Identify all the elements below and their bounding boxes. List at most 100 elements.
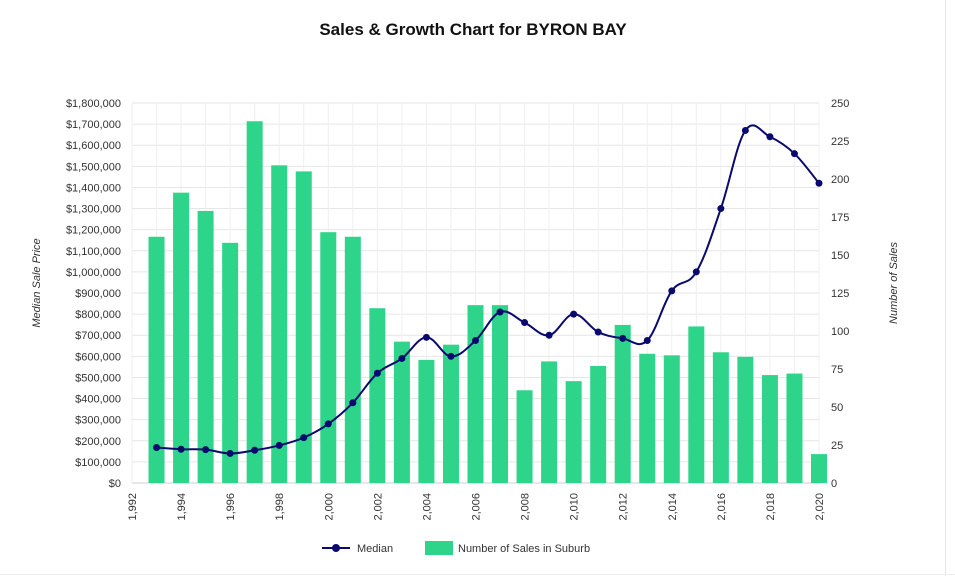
median-point-2010 bbox=[570, 310, 578, 318]
median-point-2011 bbox=[594, 328, 602, 336]
x-tick-label: 2,018 bbox=[765, 493, 777, 521]
y-left-tick-label: $1,400,000 bbox=[66, 182, 121, 194]
y-left-tick-label: $1,700,000 bbox=[66, 119, 121, 131]
x-axis-ticks: 1,992 1,994 1,996 1,998 2,000 2,002 2,004 2,006… bbox=[127, 493, 826, 521]
x-tick-label: 2,012 bbox=[618, 493, 630, 521]
bar-2010 bbox=[565, 381, 582, 483]
median-point-2014 bbox=[668, 287, 676, 295]
median-point-2013 bbox=[643, 337, 651, 344]
y-right-tick-label: 250 bbox=[831, 98, 849, 110]
y-right-tick-label: 75 bbox=[831, 364, 843, 376]
median-point-2006 bbox=[472, 337, 479, 344]
y-right-tick-label: 225 bbox=[831, 136, 849, 148]
legend-sales-swatch bbox=[425, 541, 453, 555]
y-left-tick-label: $200,000 bbox=[75, 436, 121, 448]
x-tick-label: 1,998 bbox=[274, 493, 286, 521]
bar-2001 bbox=[344, 236, 361, 483]
y-left-tick-label: $1,100,000 bbox=[66, 246, 121, 258]
chart-title: Sales & Growth Chart for BYRON BAY bbox=[319, 20, 627, 39]
bar-2015 bbox=[688, 326, 705, 483]
x-tick-label: 2,010 bbox=[569, 493, 581, 521]
y-left-tick-label: $900,000 bbox=[75, 288, 121, 300]
bar-2013 bbox=[639, 353, 656, 483]
bar-2000 bbox=[320, 232, 337, 483]
x-tick-label: 2,000 bbox=[323, 493, 335, 521]
y-right-tick-label: 25 bbox=[831, 440, 843, 452]
y-left-tick-label: $500,000 bbox=[75, 372, 121, 384]
bar-2007 bbox=[492, 305, 509, 483]
y-left-tick-label: $700,000 bbox=[75, 330, 121, 342]
bar-2003 bbox=[393, 341, 410, 483]
bar-2016 bbox=[712, 352, 729, 483]
bar-2017 bbox=[737, 356, 754, 483]
median-point-2008 bbox=[521, 319, 529, 327]
x-tick-label: 1,992 bbox=[127, 493, 139, 521]
y-right-tick-label: 50 bbox=[831, 402, 843, 414]
bottom-border bbox=[0, 574, 955, 575]
median-point-1995 bbox=[202, 446, 210, 454]
bar-2019 bbox=[786, 373, 803, 483]
x-tick-label: 2,004 bbox=[421, 493, 433, 521]
x-tick-label: 2,014 bbox=[667, 493, 679, 521]
median-point-2002 bbox=[373, 369, 381, 377]
y-left-tick-label: $300,000 bbox=[75, 415, 121, 427]
y-left-tick-label: $1,800,000 bbox=[66, 98, 121, 110]
y-left-tick-label: $1,600,000 bbox=[66, 140, 121, 152]
y-left-tick-label: $100,000 bbox=[75, 457, 121, 469]
y-right-axis-title: Number of Sales bbox=[888, 242, 900, 324]
bar-2012 bbox=[614, 324, 631, 483]
bar-2002 bbox=[369, 308, 386, 483]
bar-2014 bbox=[663, 355, 680, 483]
bar-2008 bbox=[516, 390, 533, 483]
median-point-2009 bbox=[545, 331, 553, 339]
y-right-tick-label: 0 bbox=[831, 478, 837, 490]
x-tick-label: 1,996 bbox=[225, 493, 237, 521]
bars-series bbox=[148, 121, 827, 484]
x-tick-label: 2,008 bbox=[520, 493, 532, 521]
median-line bbox=[156, 124, 820, 455]
bar-2020 bbox=[811, 454, 827, 483]
bar-1998 bbox=[271, 165, 288, 483]
y-right-tick-label: 200 bbox=[831, 174, 849, 186]
bar-1999 bbox=[295, 171, 312, 483]
x-tick-label: 2,002 bbox=[372, 493, 384, 521]
median-point-1999 bbox=[300, 434, 308, 442]
bar-1996 bbox=[222, 242, 239, 483]
median-point-1998 bbox=[275, 441, 283, 449]
bar-1995 bbox=[197, 210, 214, 484]
y-left-tick-label: $800,000 bbox=[75, 309, 121, 321]
bar-1997 bbox=[246, 121, 263, 484]
legend-median-marker bbox=[332, 544, 340, 552]
bar-2011 bbox=[590, 365, 607, 483]
y-left-tick-label: $0 bbox=[109, 478, 121, 490]
y-left-tick-label: $1,000,000 bbox=[66, 267, 121, 279]
median-point-1994 bbox=[177, 445, 185, 453]
bar-1993 bbox=[148, 236, 165, 483]
median-point-2016 bbox=[717, 205, 725, 213]
median-line-series bbox=[153, 124, 823, 457]
x-tick-label: 2,006 bbox=[471, 493, 483, 521]
bar-2009 bbox=[541, 361, 558, 483]
y-left-axis-title: Median Sale Price bbox=[31, 238, 43, 327]
right-border bbox=[945, 0, 946, 576]
legend-median-label: Median bbox=[357, 543, 393, 555]
y-right-tick-label: 150 bbox=[831, 250, 849, 262]
median-point-2003 bbox=[398, 354, 406, 362]
median-point-1996 bbox=[226, 449, 234, 457]
bar-2005 bbox=[442, 344, 459, 483]
median-point-2004 bbox=[422, 333, 430, 341]
bar-1994 bbox=[173, 192, 190, 483]
median-point-2000 bbox=[324, 420, 332, 428]
y-right-tick-label: 125 bbox=[831, 288, 849, 300]
y-left-tick-label: $1,300,000 bbox=[66, 204, 121, 216]
x-tick-label: 2,016 bbox=[716, 493, 728, 521]
y-right-tick-label: 175 bbox=[831, 212, 849, 224]
y-right-tick-label: 100 bbox=[831, 326, 849, 338]
bar-2004 bbox=[418, 359, 435, 483]
left-axis-ticks: $0 $100,000 $200,000 $300,000 $400,000 $500,0… bbox=[66, 98, 121, 490]
legend: Median Number of Sales in Suburb bbox=[322, 541, 590, 555]
median-point-2018 bbox=[766, 133, 774, 141]
median-point-2017 bbox=[741, 126, 749, 134]
median-point-2020 bbox=[815, 179, 823, 187]
